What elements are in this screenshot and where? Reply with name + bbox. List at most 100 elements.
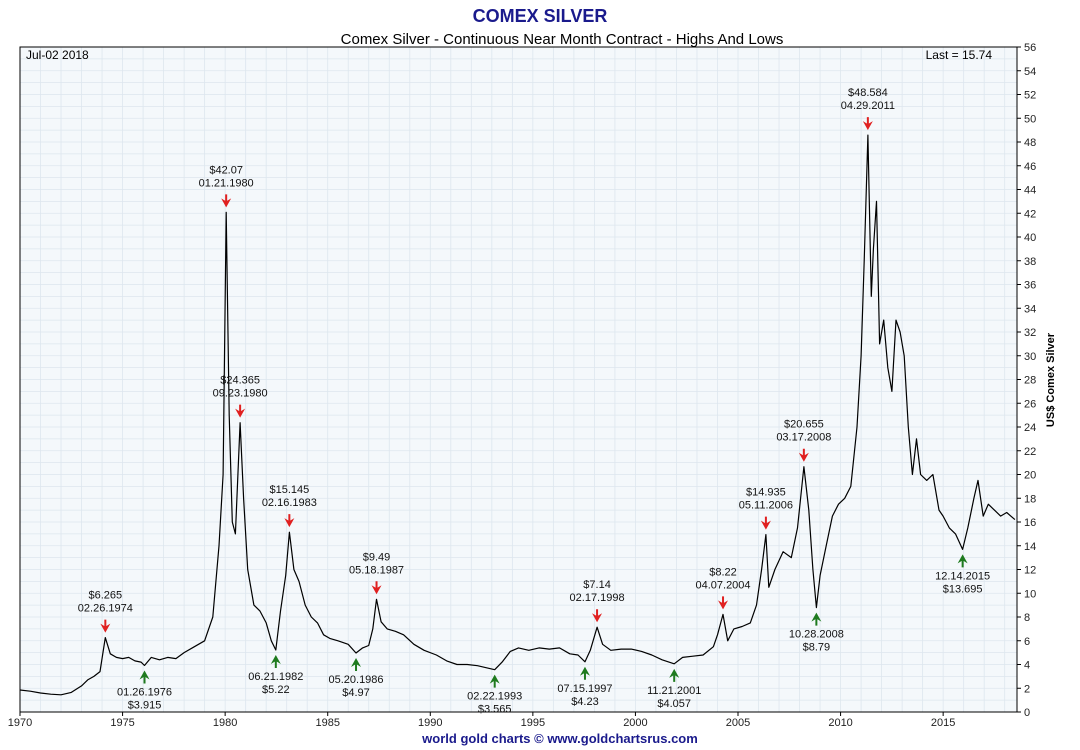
y-tick-label: 54 (1024, 66, 1036, 78)
y-tick-label: 2 (1024, 683, 1030, 695)
annotation-price: $3.915 (128, 700, 162, 712)
high-arrow-icon (100, 619, 111, 633)
annotation-date: 05.18.1987 (349, 564, 404, 576)
annotation-price: $14.935 (746, 487, 786, 499)
annotation-date: 04.07.2004 (695, 579, 750, 591)
high-arrow-icon (760, 516, 771, 530)
low-arrow-icon (351, 657, 362, 671)
annotation-price: $24.365 (220, 375, 260, 387)
y-tick-label: 34 (1024, 303, 1036, 315)
y-tick-label: 26 (1024, 398, 1036, 410)
y-tick-label: 50 (1024, 113, 1036, 125)
x-tick-label: 1995 (521, 717, 545, 729)
y-tick-label: 44 (1024, 185, 1036, 197)
annotation-date: 07.15.1997 (557, 683, 612, 695)
annotation-date: 02.26.1974 (78, 603, 133, 615)
annotation-date: 05.20.1986 (328, 674, 383, 686)
annotation-price: $20.655 (784, 419, 824, 431)
x-tick-label: 2000 (623, 717, 647, 729)
y-tick-label: 52 (1024, 90, 1036, 102)
y-tick-label: 10 (1024, 588, 1036, 600)
high-arrow-icon (798, 448, 809, 462)
low-annotation: 10.28.2008$8.79 (789, 612, 844, 654)
low-annotation: 02.22.1993$3.565 (467, 674, 522, 716)
annotation-date: 03.17.2008 (776, 432, 831, 444)
y-tick-label: 32 (1024, 327, 1036, 339)
annotation-date: 02.17.1998 (570, 592, 625, 604)
y-tick-label: 20 (1024, 470, 1036, 482)
high-arrow-icon (862, 117, 873, 131)
y-tick-label: 18 (1024, 493, 1036, 505)
annotation-price: $15.145 (269, 484, 309, 496)
last-price-label: Last = 15.74 (926, 48, 993, 62)
annotation-price: $4.97 (342, 687, 370, 699)
x-tick-label: 1975 (110, 717, 134, 729)
annotation-price: $3.565 (478, 704, 512, 716)
low-annotation: 12.14.2015$13.695 (935, 554, 990, 595)
low-annotation: 06.21.1982$5.22 (248, 655, 303, 696)
grid (19, 46, 1017, 713)
high-arrow-icon (718, 596, 729, 610)
y-tick-label: 56 (1024, 42, 1036, 54)
annotation-date: 02.16.1983 (262, 497, 317, 509)
annotation-price: $7.14 (583, 579, 611, 591)
low-arrow-icon (139, 670, 150, 684)
y-tick-label: 16 (1024, 517, 1036, 529)
annotation-date: 04.29.2011 (841, 100, 895, 112)
date-label: Jul-02 2018 (26, 48, 89, 62)
low-arrow-icon (579, 666, 590, 680)
annotation-price: $8.22 (709, 566, 737, 578)
low-annotation: 01.26.1976$3.915 (117, 670, 172, 712)
footer-credit: world gold charts © www.goldchartsrus.co… (421, 731, 698, 746)
high-arrow-icon (284, 514, 295, 528)
annotation-date: 05.11.2006 (739, 500, 793, 512)
x-tick-label: 1990 (418, 717, 442, 729)
y-axis: 0246810121416182022242628303234363840424… (1017, 42, 1036, 719)
annotation-date: 10.28.2008 (789, 629, 844, 641)
annotation-price: $13.695 (943, 583, 983, 595)
y-tick-label: 0 (1024, 707, 1030, 719)
low-annotation: 05.20.1986$4.97 (328, 657, 384, 699)
high-arrow-icon (371, 581, 382, 595)
y-tick-label: 8 (1024, 612, 1030, 624)
chart-title: COMEX SILVER (473, 6, 608, 26)
annotation-date: 01.26.1976 (117, 687, 172, 699)
price-line (19, 134, 1016, 696)
y-tick-label: 4 (1024, 660, 1030, 672)
annotation-date: 01.21.1980 (199, 177, 254, 189)
x-tick-label: 2010 (828, 717, 852, 729)
low-arrow-icon (811, 612, 822, 626)
y-tick-label: 40 (1024, 232, 1036, 244)
y-tick-label: 6 (1024, 636, 1030, 648)
high-arrow-icon (592, 609, 603, 623)
y-tick-label: 24 (1024, 422, 1036, 434)
annotation-price: $4.057 (657, 698, 691, 710)
x-tick-label: 1980 (213, 717, 237, 729)
high-arrow-icon (221, 194, 232, 208)
y-tick-label: 42 (1024, 208, 1036, 220)
x-tick-label: 2015 (931, 717, 955, 729)
y-tick-label: 30 (1024, 351, 1036, 363)
x-axis: 1970 1975 1980 1985 1990 1995 2000 2005 2010 2015 (8, 712, 955, 729)
annotation-price: $8.79 (803, 642, 831, 654)
y-tick-label: 12 (1024, 565, 1036, 577)
annotation-date: 12.14.2015 (935, 570, 990, 582)
y-tick-label: 14 (1024, 541, 1036, 553)
annotation-date: 09.23.1980 (213, 388, 268, 400)
annotation-price: $6.265 (89, 590, 123, 602)
y-axis-label: US$ Comex Silver (1045, 332, 1057, 427)
annotation-price: $48.584 (848, 87, 888, 99)
low-arrow-icon (270, 655, 281, 669)
low-arrow-icon (669, 668, 680, 682)
x-tick-label: 2005 (726, 717, 750, 729)
